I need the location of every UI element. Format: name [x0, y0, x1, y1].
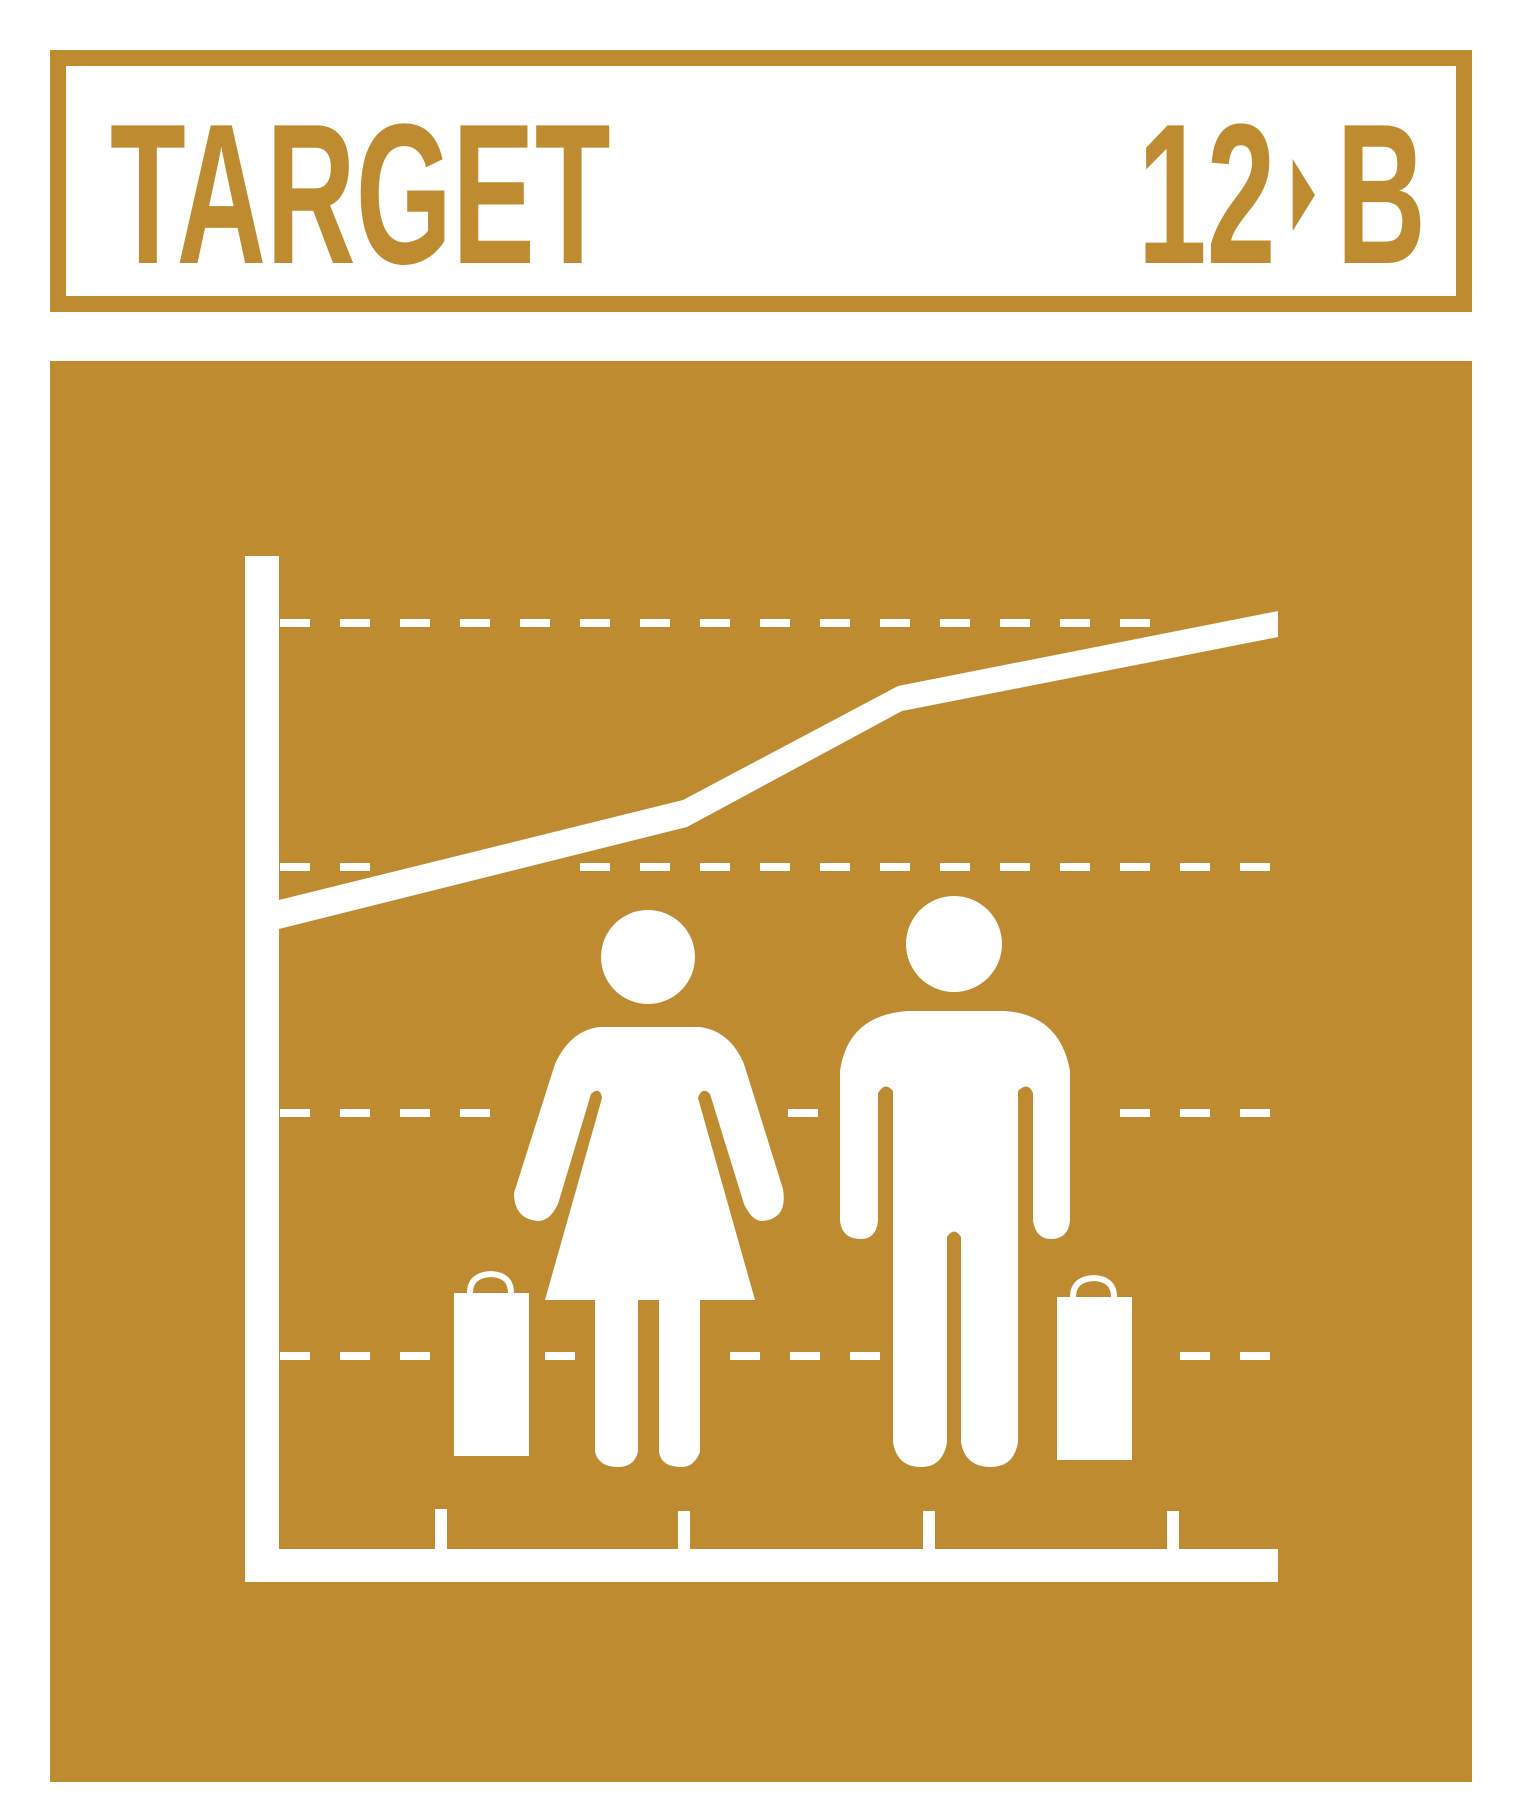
- trend-chart-with-shoppers-icon: [245, 556, 1278, 1582]
- goal-number: 12: [1137, 83, 1276, 306]
- man-icon: [840, 896, 1070, 1467]
- target-header-inner: TARGET 12 B: [66, 66, 1456, 296]
- shopping-bag-icon: [1057, 1274, 1132, 1460]
- x-tick: [1167, 1511, 1179, 1551]
- target-header: TARGET 12 B: [50, 50, 1472, 312]
- x-axis: [245, 1549, 1278, 1582]
- target-icon-panel: [50, 361, 1472, 1782]
- woman-icon: [514, 910, 784, 1467]
- shopping-bag-icon: [454, 1270, 529, 1456]
- target-label: TARGET: [110, 83, 611, 306]
- triangle-arrow-icon: [1293, 159, 1316, 231]
- x-tick: [923, 1511, 935, 1551]
- x-tick: [678, 1511, 690, 1551]
- target-letter: B: [1336, 83, 1426, 306]
- trend-line: [279, 611, 1278, 929]
- target-code: 12 B: [1137, 83, 1426, 306]
- y-axis: [245, 556, 279, 1582]
- x-tick: [435, 1509, 447, 1551]
